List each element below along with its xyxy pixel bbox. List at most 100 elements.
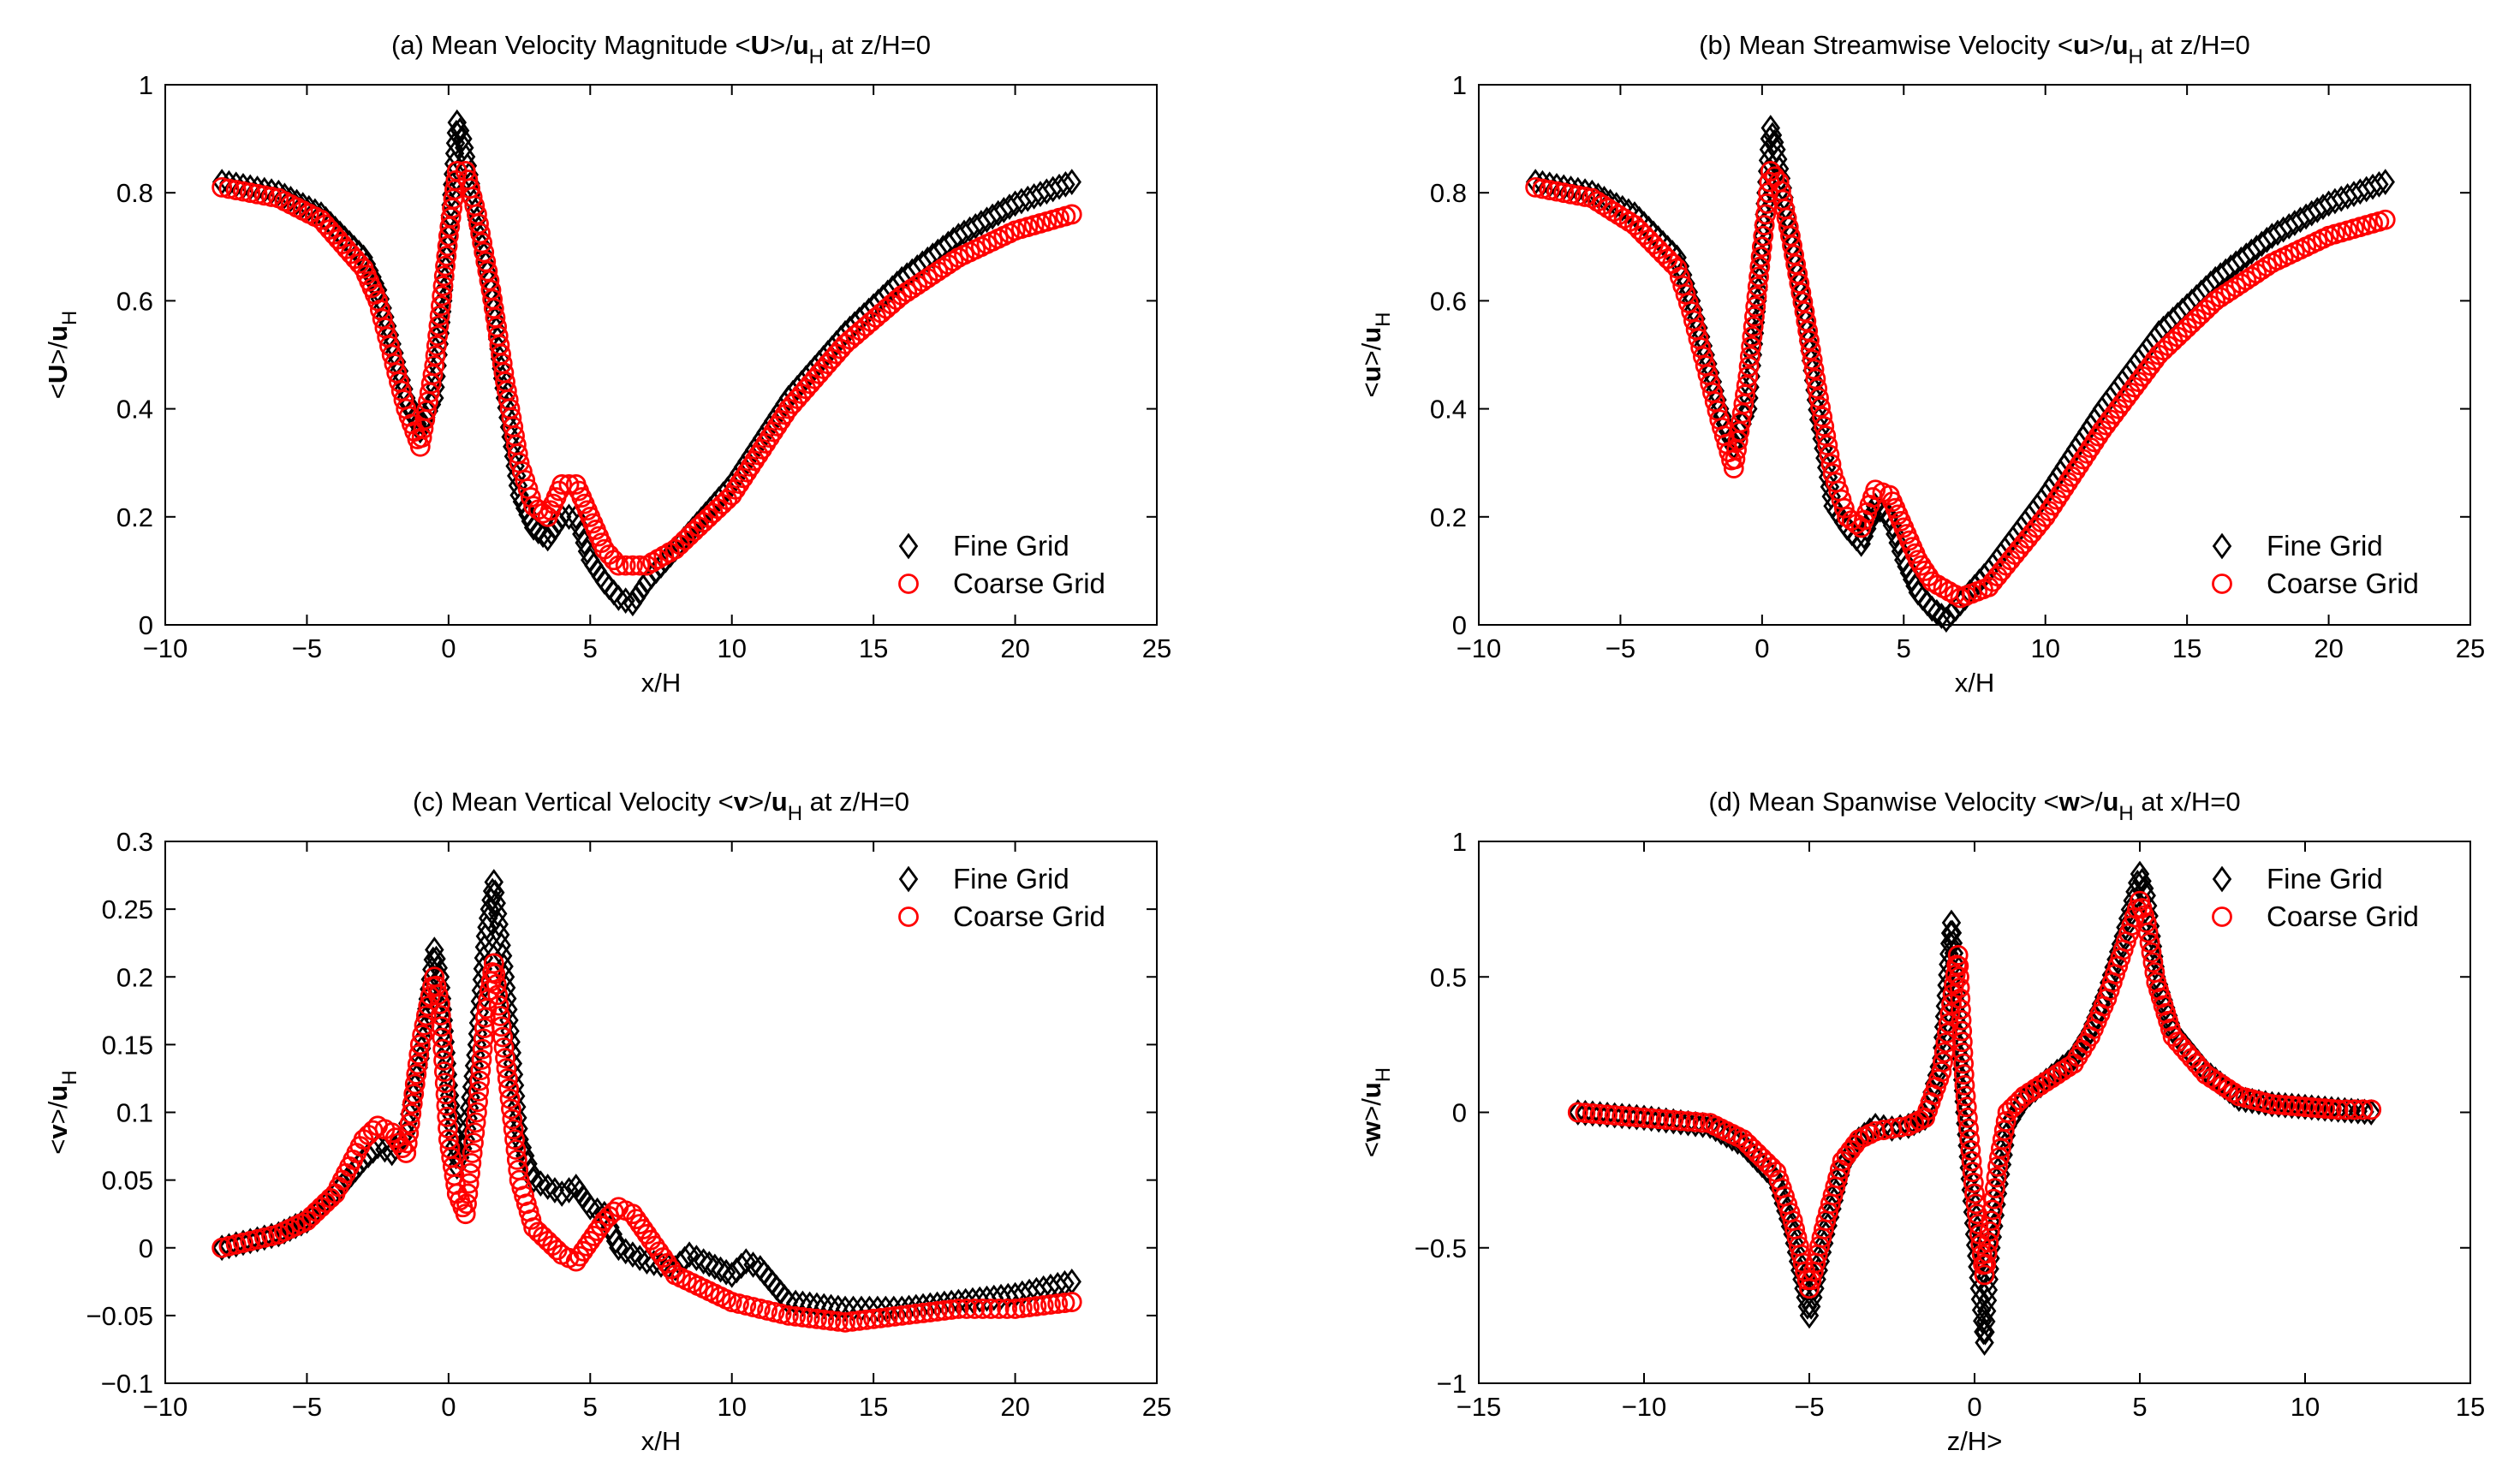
coarse-grid-point xyxy=(1954,1074,1975,1096)
coarse-grid-point xyxy=(891,285,913,306)
fine-grid-point xyxy=(521,1158,541,1186)
coarse-grid-point xyxy=(1040,1294,1061,1315)
coarse-grid-point xyxy=(870,1307,891,1328)
fine-grid-point xyxy=(1971,1297,1992,1323)
coarse-grid-point xyxy=(2137,922,2159,943)
coarse-grid-point xyxy=(436,246,457,266)
coarse-grid-point xyxy=(608,555,629,576)
coarse-grid-point xyxy=(948,1299,969,1319)
coarse-grid-point xyxy=(1983,1188,2005,1210)
coarse-grid-point xyxy=(576,1235,598,1257)
fine-grid-point xyxy=(305,198,325,225)
coarse-grid-point xyxy=(1539,180,1560,200)
fine-grid-point xyxy=(977,1285,997,1312)
fine-grid-point xyxy=(835,1295,855,1322)
legend-marker-fine xyxy=(2212,865,2232,893)
coarse-grid-point xyxy=(777,1305,799,1326)
coarse-grid-point xyxy=(1737,366,1759,387)
coarse-grid-point xyxy=(384,1127,406,1149)
x-tick-label: 10 xyxy=(2291,1392,2320,1422)
coarse-grid-point xyxy=(1746,286,1767,307)
fine-grid-point xyxy=(1975,1318,1995,1346)
coarse-grid-point xyxy=(470,1060,491,1081)
coarse-grid-point xyxy=(503,1119,524,1140)
coarse-grid-point xyxy=(499,1088,521,1109)
coarse-grid-point xyxy=(492,1026,513,1048)
coarse-grid-point xyxy=(429,305,450,326)
coarse-grid-point xyxy=(1575,187,1595,207)
coarse-grid-point xyxy=(1033,1295,1054,1316)
coarse-grid-point xyxy=(1794,301,1815,322)
coarse-grid-point xyxy=(1670,1110,1691,1132)
coarse-grid-point xyxy=(1963,1172,1984,1193)
chart-panel-b: −10 −5 0 5 10 15 20 25 0 0.2 0.4 0.6 0.8 1 (b) Mean St… xyxy=(1356,30,2485,698)
coarse-grid-point xyxy=(569,1245,590,1267)
y-tick-label: 0 xyxy=(1452,1098,1467,1128)
legend-label-coarse: Coarse Grid xyxy=(953,568,1105,599)
coarse-grid-point xyxy=(398,1123,420,1144)
chart-panel-c: −10 −5 0 5 10 15 20 25 −0.1 −0.05 0 0.05 0.1 0.15 0.2 0… xyxy=(43,787,1171,1456)
fine-grid-point xyxy=(962,1287,983,1314)
x-axis-label: x/H xyxy=(1955,668,1995,698)
coarse-grid-point xyxy=(1692,1112,1713,1133)
coarse-grid-point xyxy=(1756,193,1778,214)
y-tick-label: 0.1 xyxy=(116,1098,153,1128)
coarse-grid-point xyxy=(2207,1071,2227,1092)
coarse-grid-point xyxy=(1738,356,1760,377)
fine-grid-point xyxy=(1973,1307,1993,1334)
y-tick-label: 1 xyxy=(1452,827,1467,857)
coarse-grid-point xyxy=(1937,1022,1957,1043)
coarse-grid-point xyxy=(1815,425,1837,447)
coarse-grid-point xyxy=(211,176,233,198)
coarse-grid-point xyxy=(1945,964,1966,985)
coarse-grid-point xyxy=(475,251,497,272)
coarse-grid-point xyxy=(487,984,509,1006)
coarse-grid-point xyxy=(495,1048,515,1069)
coarse-grid-point xyxy=(431,1016,452,1037)
fine-grid-point xyxy=(705,1253,725,1281)
coarse-grid-point xyxy=(1677,1111,1699,1132)
coarse-grid-point xyxy=(2035,1071,2057,1092)
coarse-grid-point xyxy=(2195,1064,2217,1085)
fine-grid-point xyxy=(523,514,544,541)
fine-grid-point xyxy=(1748,288,1767,314)
coarse-grid-point xyxy=(792,1306,813,1328)
coarse-grid-point xyxy=(877,1306,898,1328)
fine-grid-point xyxy=(821,1293,841,1321)
coarse-grid-point xyxy=(396,1132,418,1154)
fine-grid-point xyxy=(1977,1287,1998,1314)
coarse-grid-point xyxy=(432,285,453,306)
y-tick-label: 0 xyxy=(139,1233,153,1263)
coarse-grid-point xyxy=(406,1064,427,1085)
coarse-grid-point xyxy=(1742,326,1763,348)
coarse-grid-point xyxy=(435,255,456,276)
coarse-grid-point xyxy=(932,258,954,278)
coarse-grid-point xyxy=(396,1143,417,1163)
y-tick-label: 0.3 xyxy=(116,827,153,857)
coarse-grid-point xyxy=(1961,1150,1982,1172)
x-tick-label: 10 xyxy=(717,633,746,663)
coarse-grid-point xyxy=(428,315,450,336)
coarse-grid-point xyxy=(1011,1298,1033,1318)
coarse-grid-point xyxy=(1755,204,1777,225)
coarse-grid-point xyxy=(432,276,454,296)
series-coarse-grid xyxy=(211,953,1082,1333)
fine-grid-point xyxy=(1976,1298,1997,1324)
y-tick-label: 0.4 xyxy=(1430,395,1467,425)
coarse-grid-point xyxy=(1964,1183,1985,1204)
coarse-grid-point xyxy=(1685,1111,1706,1132)
fine-grid-point xyxy=(1576,1099,1595,1126)
coarse-grid-point xyxy=(483,953,504,974)
y-tick-label: 0.2 xyxy=(116,962,153,992)
coarse-grid-point xyxy=(558,474,580,495)
coarse-grid-point xyxy=(1979,1221,2000,1242)
plot-area xyxy=(1478,84,2471,626)
coarse-grid-point xyxy=(1817,435,1838,456)
coarse-grid-point xyxy=(409,1034,431,1055)
fine-grid-point xyxy=(1888,529,1908,556)
coarse-grid-point xyxy=(474,241,495,263)
coarse-grid-point xyxy=(587,1221,608,1241)
coarse-grid-point xyxy=(1004,1299,1026,1319)
chart-title: (c) Mean Vertical Velocity <v>/uH at z/H… xyxy=(413,787,909,825)
coarse-grid-point xyxy=(463,1132,484,1154)
